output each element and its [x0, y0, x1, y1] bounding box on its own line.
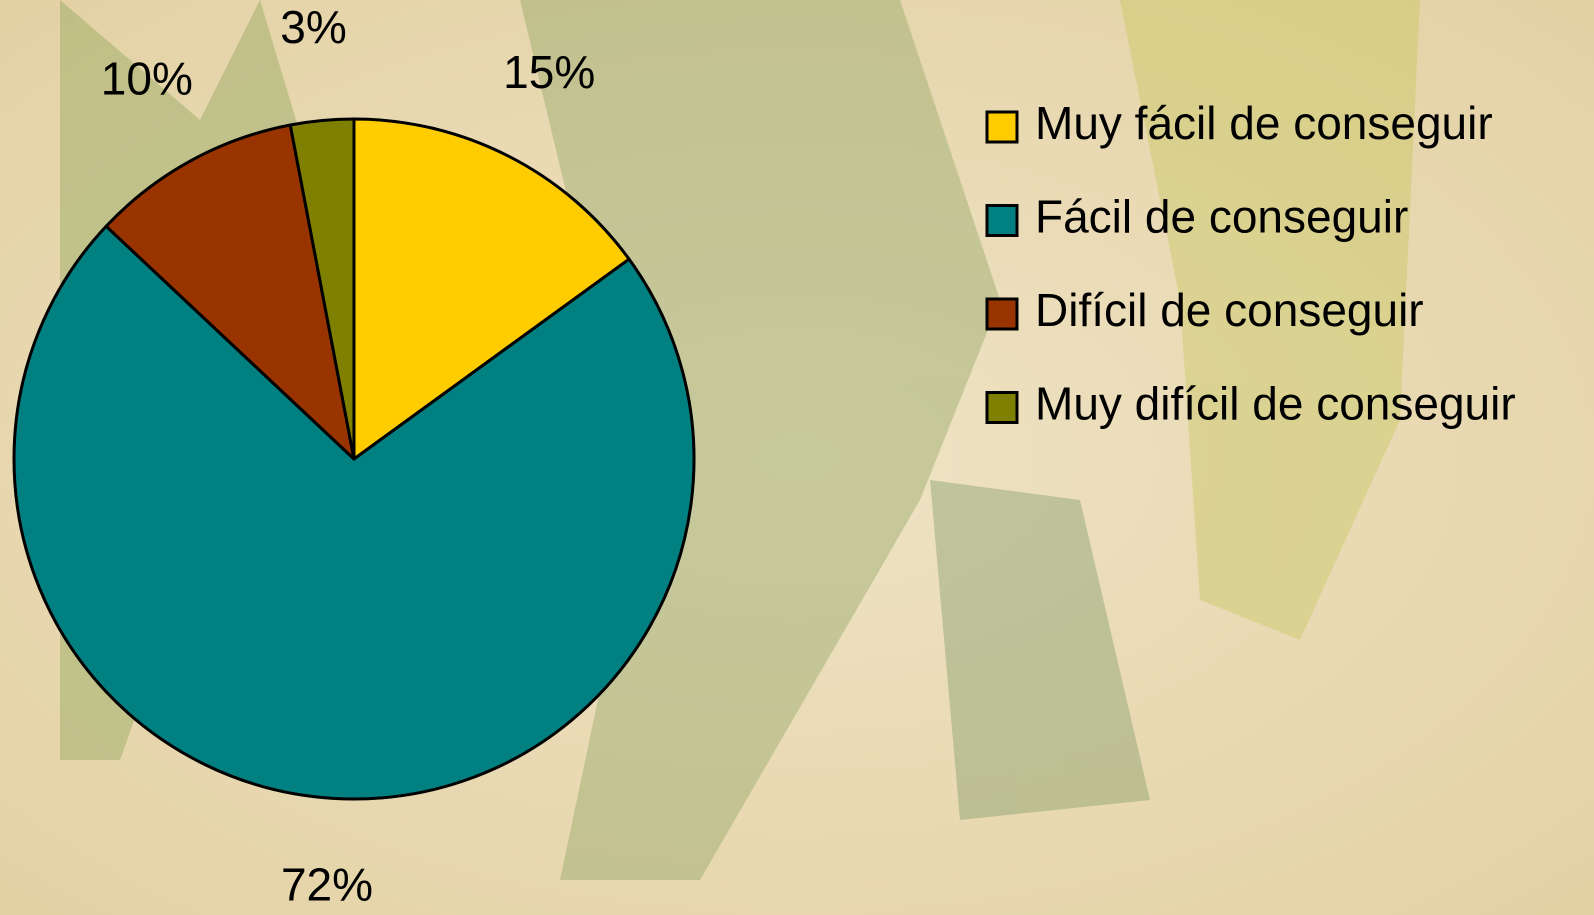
legend-swatch	[985, 297, 1019, 331]
legend-label: Muy fácil de conseguir	[1035, 97, 1493, 149]
pie-slice	[12, 224, 696, 801]
data-label: 72%	[281, 858, 373, 910]
data-label: 15%	[503, 46, 595, 98]
legend-label: Difícil de conseguir	[1035, 284, 1424, 336]
legend-swatch	[985, 204, 1019, 237]
data-label: 10%	[101, 52, 193, 104]
legend-swatch	[985, 110, 1019, 144]
legend-swatch	[985, 391, 1019, 424]
pie-slice	[288, 117, 356, 461]
data-label: 3%	[280, 1, 346, 53]
pie	[12, 117, 696, 801]
legend: Muy fácil de conseguir Fácil de conseguir…	[985, 97, 1516, 430]
pie-slice	[104, 123, 356, 461]
legend-label: Muy difícil de conseguir	[1035, 378, 1516, 430]
legend-label: Fácil de conseguir	[1035, 191, 1408, 243]
pie-slice	[352, 117, 631, 461]
